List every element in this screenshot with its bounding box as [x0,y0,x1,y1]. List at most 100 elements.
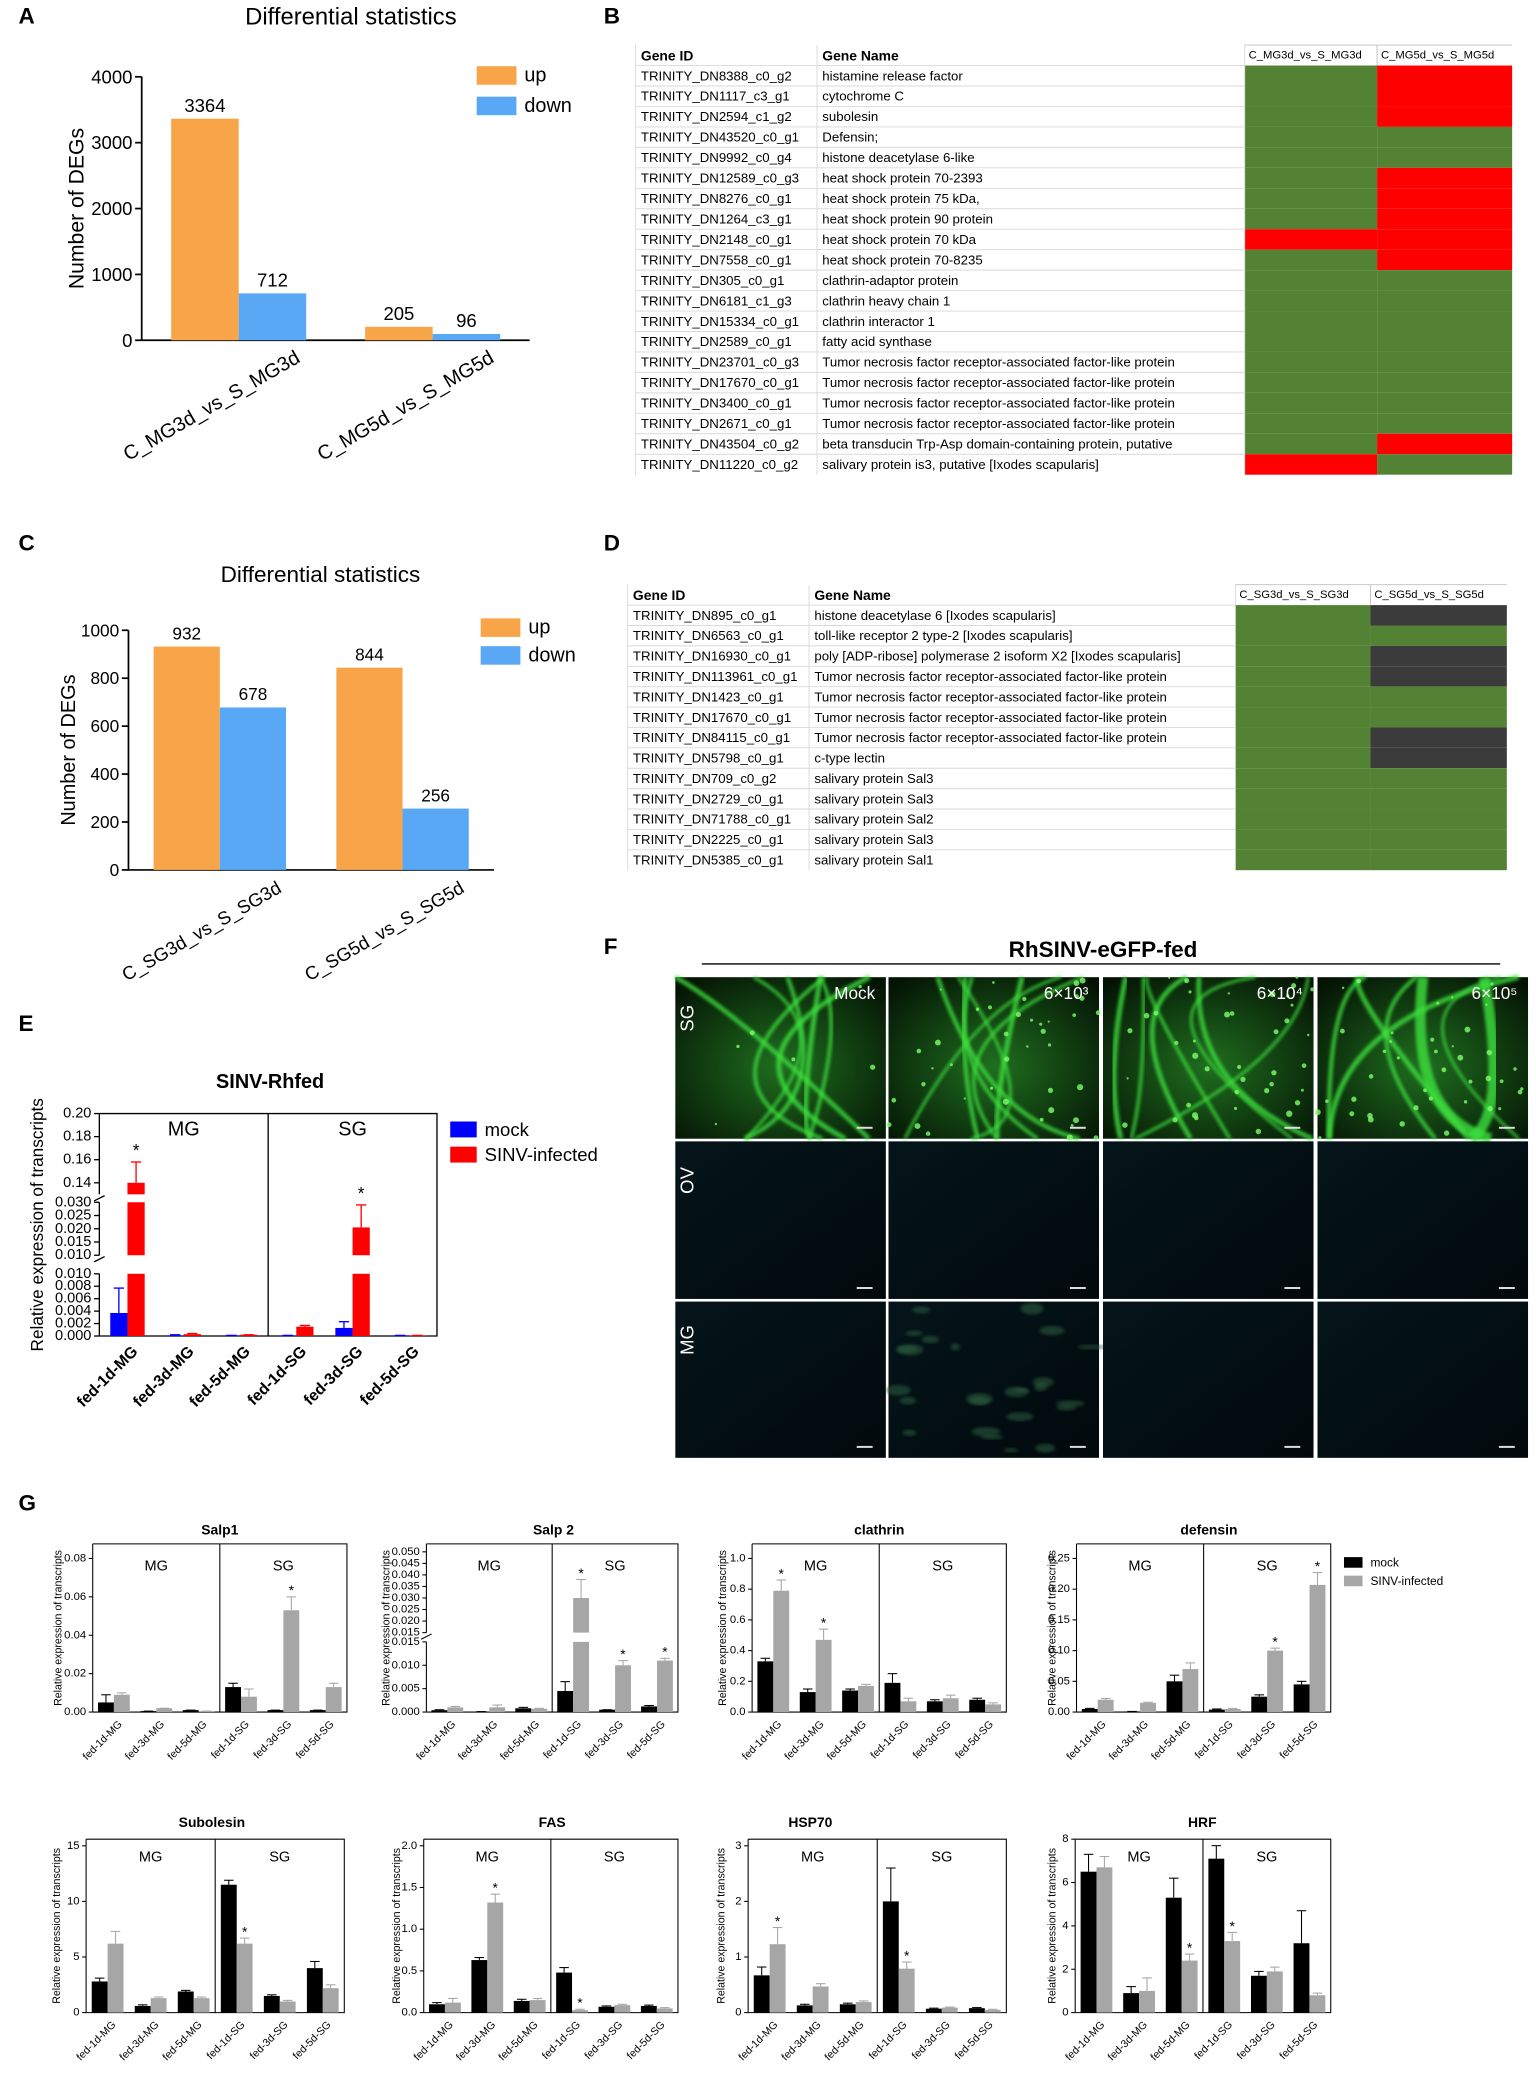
tissue-trace [1384,975,1437,1140]
chart-title: FAS [539,1814,566,1830]
x-tick-label: fed-5d-MG [1148,2019,1192,2063]
x-tick-label: fed-3d-SG [582,2019,625,2062]
signal-dot [1234,1089,1239,1095]
y-tick-label: 6 [1062,1877,1068,1889]
signal-dot [1079,977,1086,984]
heat-cell [1377,65,1513,86]
gene-name: salivary protein Sal1 [814,852,933,867]
y-tick-label: 600 [90,716,119,736]
chart-title: Salp 2 [533,1521,574,1537]
bar [166,1335,184,1337]
column-label: Mock [834,983,875,1003]
x-tick-label: fed-5d-SG [1277,2019,1320,2062]
gene-id: TRINITY_DN5798_c0_g1 [633,751,784,766]
group-label: SG [269,1850,290,1866]
signal-dot [1047,1087,1054,1093]
y-tick-label: 0.00 [64,1706,86,1718]
bar [1309,1584,1326,1713]
tissue-blob [965,1393,993,1405]
y-tick-label: 0.050 [392,1546,420,1558]
x-tick-label: fed-5d-MG [165,1718,209,1762]
bar [127,1182,145,1195]
signal-dot [1095,1010,1101,1016]
y-tick-label: 0.00 [1048,1706,1070,1718]
panel-label: G [19,1490,37,1515]
tissue-trace [674,975,871,1141]
bar [219,707,287,870]
x-tick-label: fed-3d-MG [782,1718,826,1762]
y-tick-label: 0.14 [63,1175,91,1191]
signal-dot [1153,1010,1159,1016]
significance-star: * [904,1947,910,1963]
micrograph-bg [1102,1141,1314,1299]
legend-swatch [1343,1557,1363,1568]
micrograph [886,1301,1107,1458]
y-tick-label: 0.015 [392,1627,420,1639]
scale-bar [1069,1287,1086,1290]
gene-id: TRINITY_DN17670_c0_g1 [633,710,791,725]
tissue-blob [971,1427,1001,1437]
heat-cell [1377,454,1513,475]
scale-bar [856,1126,873,1129]
bar [283,1610,300,1713]
bar [769,1944,786,2013]
bar [1250,1975,1267,2013]
bar [352,1273,370,1337]
bar [926,1701,943,1713]
y-tick-label: 0 [1062,2007,1068,2019]
y-tick-label: 0.2 [730,1675,746,1687]
gene-id: TRINITY_DN17670_c0_g1 [641,375,799,390]
tissue-blob [1055,1400,1085,1407]
heat-cell [1235,788,1371,810]
signal-dot [1269,1081,1274,1087]
signal-dot [1286,1110,1293,1117]
tissue-blob [899,1396,916,1405]
tissue-trace [956,976,1012,1141]
significance-star: * [662,1644,668,1660]
tissue-trace [1441,975,1520,1140]
y-tick-label: 5 [73,1951,79,1963]
tissue-blob [950,1343,961,1351]
bar [855,2002,872,2013]
group-label: MG [1127,1850,1150,1866]
gene-name: salivary protein is3, putative [Ixodes s… [822,457,1099,472]
legend-label: mock [1370,1555,1398,1569]
bar [614,2005,631,2013]
signal-dot [1284,1018,1290,1024]
bar [402,808,469,870]
tissue-blob [886,1384,911,1396]
y-tick-label: 0.010 [55,1247,91,1263]
gene-id: TRINITY_DN1264_c3_g1 [641,211,792,226]
bar [487,1902,504,2013]
gene-id: TRINITY_DN895_c0_g1 [633,608,776,623]
heat-cell [1244,147,1378,168]
tissue-trace [743,976,806,1141]
heat-cell [1235,686,1371,708]
signal-dot [1441,1067,1447,1073]
gene-id: TRINITY_DN16930_c0_g1 [633,649,791,664]
signal-dot [1485,1003,1488,1007]
micrograph [1317,1301,1529,1458]
signal-dot [975,1007,980,1011]
y-tick-label: 0.05 [1048,1675,1070,1687]
heat-cell [1370,686,1507,708]
signal-dot [791,1057,796,1062]
heat-cell [1244,433,1378,455]
scale-bar [1498,1445,1515,1448]
heat-cell [1235,829,1371,850]
panel-label: C [19,530,35,555]
signal-dot [1457,1054,1464,1061]
signal-dot [1073,1117,1079,1124]
bar [757,1661,774,1713]
signal-dot [1367,1116,1374,1123]
x-tick-label: fed-3d-MG [456,1718,500,1762]
bar [1123,1993,1140,2013]
group-label: SG [605,1558,626,1574]
group-label: MG [145,1558,168,1574]
heat-cell [1377,106,1513,127]
signal-dot [1341,986,1345,990]
bar [799,1692,816,1713]
tissue-trace [744,975,803,1140]
legend-label: down [528,644,575,666]
y-tick-label: 8 [1062,1833,1068,1845]
